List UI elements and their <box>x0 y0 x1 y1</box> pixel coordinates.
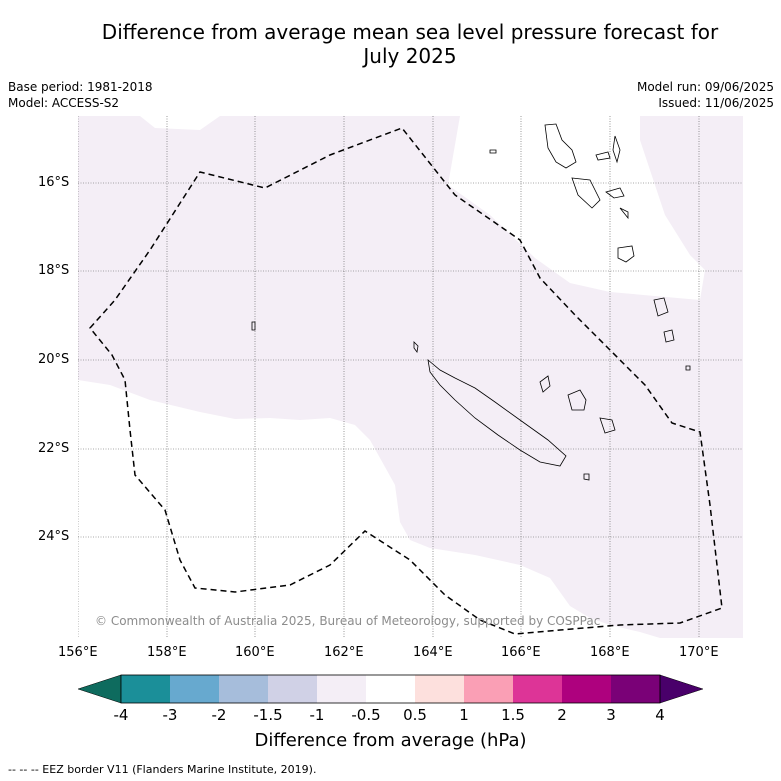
lon-label-162e: 162°E <box>324 645 364 660</box>
colorbar-swatch <box>513 675 562 703</box>
model-run: Model run: 09/06/2025 <box>636 80 774 94</box>
title-line-2: July 2025 <box>363 44 457 68</box>
lat-label-20s: 20°S <box>38 352 70 367</box>
colorbar-label: -0.5 <box>351 706 381 724</box>
colorbar-swatch <box>121 675 170 703</box>
lat-label-22s: 22°S <box>38 441 70 456</box>
issued-date: Issued: 11/06/2025 <box>658 96 774 110</box>
malakula-outline <box>571 177 601 209</box>
new-caledonia-outline <box>427 359 567 467</box>
colorbar-label: -1 <box>309 706 325 724</box>
eez-legend: -- -- -- EEZ border V11 (Flanders Marine… <box>8 763 317 776</box>
maewo-outline <box>612 135 621 164</box>
colorbar-swatch <box>317 675 366 703</box>
colorbar-low-extend <box>77 674 122 704</box>
espiritu-santo-outline <box>544 123 577 169</box>
efate-outline <box>617 245 635 263</box>
meta-right: Model run: 09/06/2025 Issued: 11/06/2025 <box>637 79 774 111</box>
colorbar-high-extend <box>659 674 704 704</box>
base-period: Base period: 1981-2018 <box>8 80 153 94</box>
chesterfield-outline <box>251 321 256 331</box>
colorbar-swatch <box>415 675 464 703</box>
colorbar-label: 3 <box>606 706 616 724</box>
title-line-1: Difference from average mean sea level p… <box>101 20 719 44</box>
lon-label-156e: 156°E <box>58 645 98 660</box>
colorbar-swatch <box>219 675 268 703</box>
small-islet-1 <box>489 149 497 154</box>
pentecost-ambae-outline <box>595 151 611 161</box>
eez-border <box>89 127 723 635</box>
small-islet-3 <box>685 365 691 371</box>
meta-left: Base period: 1981-2018 Model: ACCESS-S2 <box>8 79 153 111</box>
map-title: Difference from average mean sea level p… <box>60 20 760 68</box>
epi-outline <box>605 187 625 199</box>
colorbar-label: 1 <box>459 706 469 724</box>
land-outlines <box>251 123 691 481</box>
colorbar-swatch <box>464 675 513 703</box>
ouvea-outline <box>539 375 551 393</box>
lat-label-16s: 16°S <box>38 175 70 190</box>
mare-outline <box>599 417 616 434</box>
lon-label-170e: 170°E <box>679 645 719 660</box>
colorbar-label: 1.5 <box>501 706 525 724</box>
lon-label-168e: 168°E <box>590 645 630 660</box>
colorbar-label: -3 <box>162 706 178 724</box>
walpole-outline <box>663 329 675 343</box>
lon-label-158e: 158°E <box>147 645 187 660</box>
colorbar-label: -4 <box>113 706 129 724</box>
colorbar-title: Difference from average (hPa) <box>254 730 527 751</box>
colorbar-label: -2 <box>211 706 227 724</box>
colorbar-swatch <box>562 675 611 703</box>
lon-label-166e: 166°E <box>501 645 541 660</box>
colorbar-label: -1.5 <box>253 706 283 724</box>
belep-islands-outline <box>413 341 419 353</box>
lifou-outline <box>567 389 587 411</box>
colorbar-label: 2 <box>557 706 567 724</box>
colorbar-label: 4 <box>655 706 665 724</box>
lat-label-24s: 24°S <box>38 529 70 544</box>
colorbar-label: 0.5 <box>403 706 427 724</box>
lon-label-160e: 160°E <box>235 645 275 660</box>
matthew-hunter-outline <box>653 297 669 317</box>
isle-of-pines-outline <box>583 473 590 481</box>
model-name: Model: ACCESS-S2 <box>8 96 120 110</box>
colorbar-swatch <box>268 675 317 703</box>
lon-label-164e: 164°E <box>413 645 453 660</box>
colorbar-swatch <box>611 675 660 703</box>
colorbar-frame <box>120 674 661 704</box>
anomaly-shading <box>78 116 743 638</box>
lat-gridlines <box>78 182 743 538</box>
copyright-text: © Commonwealth of Australia 2025, Bureau… <box>95 614 601 628</box>
colorbar-swatch <box>366 675 415 703</box>
lat-label-18s: 18°S <box>38 263 70 278</box>
small-islet-2 <box>619 207 629 220</box>
colorbar-swatch <box>170 675 219 703</box>
